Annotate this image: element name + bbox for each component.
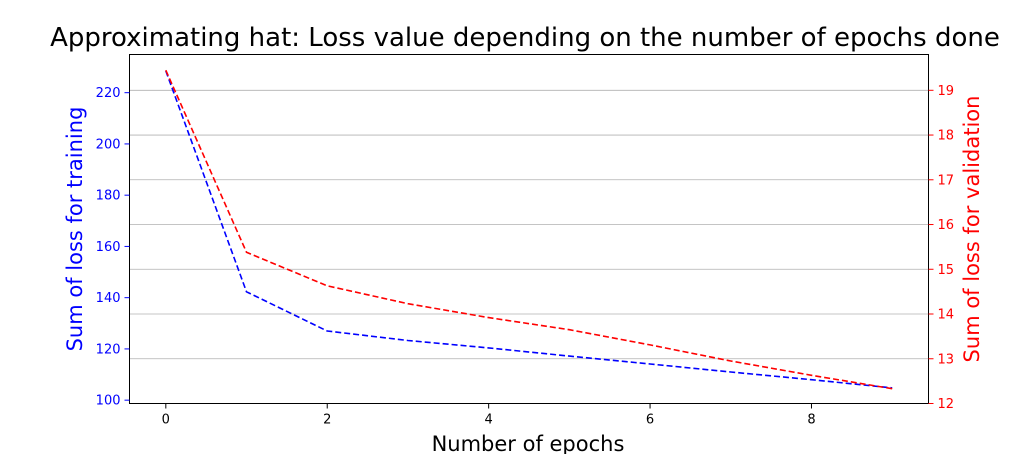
grid <box>129 89 929 404</box>
series-lines <box>165 69 893 390</box>
y-right-tick-label: 17 <box>938 173 955 188</box>
x-tick-label: 2 <box>323 413 331 428</box>
y-left-tick-label: 220 <box>96 86 121 101</box>
y-left-tick-label: 160 <box>96 240 121 255</box>
y-right-tick-label: 13 <box>938 352 955 367</box>
y-left-tick-label: 200 <box>96 137 121 152</box>
y-right-tick-label: 15 <box>938 263 955 278</box>
y-right-tick-label: 16 <box>938 218 955 233</box>
chart-title: Approximating hat: Loss value depending … <box>50 23 1000 53</box>
x-tick-label: 8 <box>807 413 815 428</box>
x-tick-label: 6 <box>646 413 654 428</box>
training-loss-line <box>165 70 893 389</box>
y-axis-right: 12 13 14 15 16 17 18 19 <box>928 84 955 412</box>
plot-frame <box>129 54 929 404</box>
y-left-tick-label: 140 <box>96 291 121 306</box>
y-right-tick-label: 12 <box>938 397 955 412</box>
y-right-tick-label: 18 <box>938 129 955 144</box>
x-tick-label: 0 <box>162 413 170 428</box>
y-axis-left-label: Sum of loss for training <box>63 107 87 352</box>
y-left-tick-label: 100 <box>96 394 121 409</box>
validation-loss-line <box>165 69 893 390</box>
y-right-tick-label: 19 <box>938 84 955 99</box>
y-left-tick-label: 180 <box>96 189 121 204</box>
y-right-tick-label: 14 <box>938 308 955 323</box>
y-axis-right-label: Sum of loss for validation <box>960 96 984 363</box>
x-tick-label: 4 <box>485 413 493 428</box>
y-left-tick-label: 120 <box>96 342 121 357</box>
x-axis-label: Number of epochs <box>432 432 625 454</box>
y-axis-left: 100 120 140 160 180 200 220 <box>96 86 130 409</box>
x-axis: 0 2 4 6 8 <box>162 403 816 428</box>
